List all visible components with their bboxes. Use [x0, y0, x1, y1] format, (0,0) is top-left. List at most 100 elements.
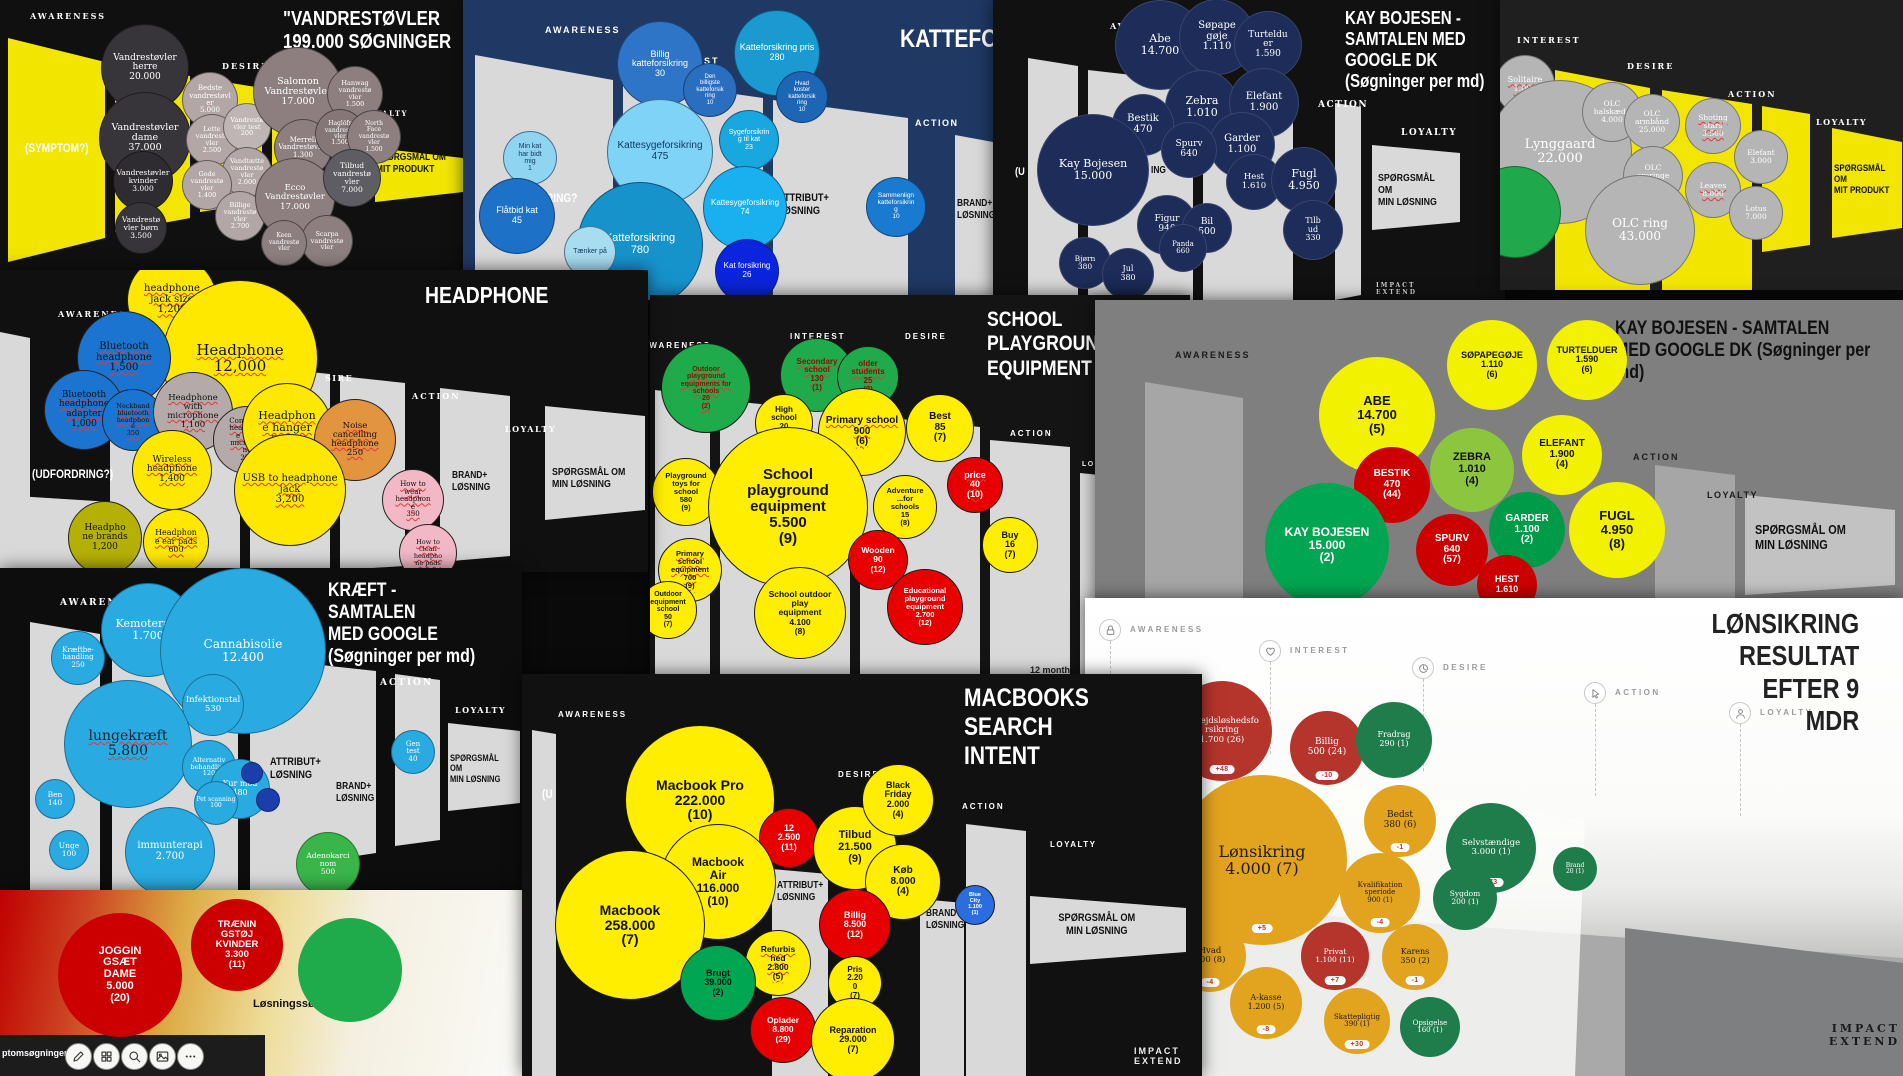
stage-desire-fragment: SIRE — [325, 373, 354, 383]
bubble: Blue City 1.100 (1) — [955, 885, 995, 925]
bubble-text: Unge 100 — [58, 840, 80, 858]
image-tool-button[interactable] — [149, 1043, 176, 1070]
stage-question: (SYMPTOM?) — [25, 141, 89, 155]
stage-label: AWARENESS — [1130, 625, 1204, 634]
bubble-text: Adventure ...for schools 15 (8) — [886, 485, 924, 528]
bubble: HEST 1.610 — [1477, 555, 1537, 600]
bubble-text: Ben 140 — [47, 789, 63, 807]
bubble-text: Outdoor equipment school 50 (7) — [650, 591, 686, 629]
funnel-end-label: SPØRGSMÅL OM MIN LØSNING — [1378, 172, 1437, 209]
panel-title: KAY BOJESEN - SAMTALEN MED GOOGLE DK (Sø… — [1615, 318, 1871, 384]
impact-extend-logo: IMPACT EXTEND — [1134, 1046, 1183, 1067]
heart-icon — [1265, 647, 1275, 656]
bubble: Unge 100 — [49, 830, 89, 870]
bubble: SPURV 640 (57) — [1416, 514, 1488, 586]
bubble-text: Brugt 39.000 (2) — [704, 967, 732, 997]
delta-badge: +30 — [1344, 1040, 1370, 1050]
bubble: Sygdom 200 (1) — [1433, 866, 1497, 930]
bubble-text: Secondary school 130 (1) — [796, 356, 838, 392]
bubble-text: Neckband bluetooth headphon e 350 — [116, 401, 150, 438]
bubble: ELEFANT 1.900 (4) — [1522, 415, 1602, 495]
stage-loyalty: LOYALTY — [1707, 490, 1759, 500]
bubble: Skattepligtig 390 (1) +30 — [1324, 988, 1390, 1054]
bubble-text: School outdoor play equipment 4.100 (8) — [768, 589, 832, 636]
stage-action: ACTION — [1318, 100, 1369, 110]
bubble-text: Best 85 (7) — [929, 410, 951, 444]
bubble: SØPAPEGØJE 1.110 (6) — [1447, 320, 1537, 410]
bubble-text: Gen test 40 — [405, 739, 421, 763]
more-tools-button[interactable] — [177, 1043, 204, 1070]
bubble-text: Selvstændige 3.000 (1) — [1461, 837, 1521, 857]
panel-title: HEADPHONE — [425, 282, 549, 308]
delta-badge: -1 — [1405, 976, 1425, 986]
stage-dashed-line — [1595, 704, 1596, 796]
bubble-text: Tilbud vandrestø vler 7.000 — [333, 160, 371, 195]
bubble: Buy 16 (7) — [982, 517, 1038, 573]
bubble-text: A-kasse 1.200 (5) — [1247, 993, 1285, 1011]
edit-tool-button[interactable] — [65, 1043, 92, 1070]
bubble: Black Friday 2.000 (4) — [862, 764, 934, 836]
bubble-text: School playground equipment 5.500 (9) — [747, 465, 829, 548]
stage-dashed-line — [1270, 662, 1271, 754]
bubble: Vandrestøvler kvinder 3.000 — [113, 151, 173, 211]
bubble: Opsigelse 160 (1) — [1400, 997, 1460, 1057]
bubble: School playground equipment 5.500 (9) — [708, 427, 868, 587]
bubble: Sygeforsikrin g til kat 23 — [719, 110, 779, 170]
bubble-text: Sygdom 200 (1) — [1449, 888, 1481, 906]
delta-badge: -4 — [1200, 977, 1220, 987]
bubble-text: lungekræft 5.800 — [88, 728, 168, 759]
bubble-text: Opsigelse 160 (1) — [1412, 1018, 1448, 1034]
stage-action: ACTION — [1633, 452, 1680, 462]
bubble-text: Bluetooth headphone 1,500 — [96, 340, 152, 374]
zoom-tool-button[interactable] — [121, 1043, 148, 1070]
bubble-text: Billig 8.500 (12) — [843, 909, 867, 939]
bubble: Pet scanning 100 — [194, 781, 238, 825]
bubble-text: Scarpa vandrestø vler — [310, 229, 344, 252]
bubble-text: Køb 8.000 (4) — [890, 864, 916, 898]
stage-label: INTEREST — [1290, 646, 1350, 655]
bubble-text: USB to headphone jack 3,200 — [242, 472, 338, 506]
bubble: price 40 (10) — [947, 457, 1003, 513]
bubble: Infektionstal 530 — [182, 674, 244, 736]
note-symptomsogninger-fragment: ptomsøgninger — [2, 1048, 68, 1058]
bubble-text: Hest 1.610 — [1241, 171, 1267, 191]
bubble: Adventure ...for schools 15 (8) — [873, 475, 937, 539]
panel-title: SCHOOL PLAYGROUND EQUIPMENT — [987, 308, 1111, 380]
bubble-text: Ecco Vandrestøvler 17.000 — [265, 183, 325, 212]
bubble-text: Gode vandrestø vler 1.400 — [190, 170, 224, 199]
bubble-text: OLC armbånd 25.000 — [1634, 108, 1670, 134]
bubble: Flåtbid kat 45 — [479, 178, 555, 254]
panel-title: KRÆFT - SAMTALEN MED GOOGLE (Søgninger p… — [328, 580, 476, 668]
more-icon — [185, 1055, 196, 1058]
bubble: Headphon e ear pads 600 — [143, 509, 209, 572]
stage-awareness: AWARENESS — [1175, 350, 1251, 360]
panel-headphone-funnel: AWARENESS SIRE ACTION LOYALTY (UDFORDRING?) B… — [0, 270, 648, 572]
bubble-text: headphone jack size 1,200 — [144, 282, 200, 316]
layout-tool-button[interactable] — [93, 1043, 120, 1070]
stage-marker-interest — [1259, 640, 1281, 662]
bubble — [256, 788, 280, 812]
bubble-text: Merrell Vandrestøvler 1.300 — [278, 135, 328, 159]
bubble: Turteldu er 1.590 — [1234, 11, 1302, 79]
bubble-text: Reparation 29.000 (7) — [829, 1024, 877, 1054]
bubble-text: Jul 380 — [1120, 264, 1136, 282]
bubble-text: Kattesygeforsikring 74 — [710, 198, 780, 216]
bubble-text: Bil 500 — [1198, 217, 1216, 237]
stage-desire: DESIRE — [838, 770, 880, 779]
bubble: Oplader 8.800 (29) — [750, 997, 816, 1063]
stage-question-fragment: RING? — [546, 191, 578, 205]
bubble-text: Bjørn 380 — [1074, 253, 1096, 271]
funnel-end-label: SPØRGSMÅL OM MIN LØSNING — [450, 753, 501, 784]
lock-icon — [1106, 624, 1114, 635]
bubble-text: Vandrestøvler dame 37.000 — [111, 121, 179, 154]
bubble: Den billigste katteforsik ring 10 — [683, 63, 737, 117]
person-icon — [1735, 708, 1745, 719]
bubble-text: ZEBRA 1.010 (4) — [1453, 451, 1491, 487]
stage-loyalty: LOYALTY — [1050, 840, 1097, 849]
bubble-text: Elefant 1.900 — [1245, 91, 1283, 113]
bubble-text: Katteforsikring 780 — [604, 232, 676, 256]
bubble-text: Blue City 1.100 (1) — [968, 892, 982, 916]
funnel-segment — [330, 666, 376, 860]
panel-title: "VANDRESTØVLER 199.000 SØGNINGER — [283, 8, 452, 54]
